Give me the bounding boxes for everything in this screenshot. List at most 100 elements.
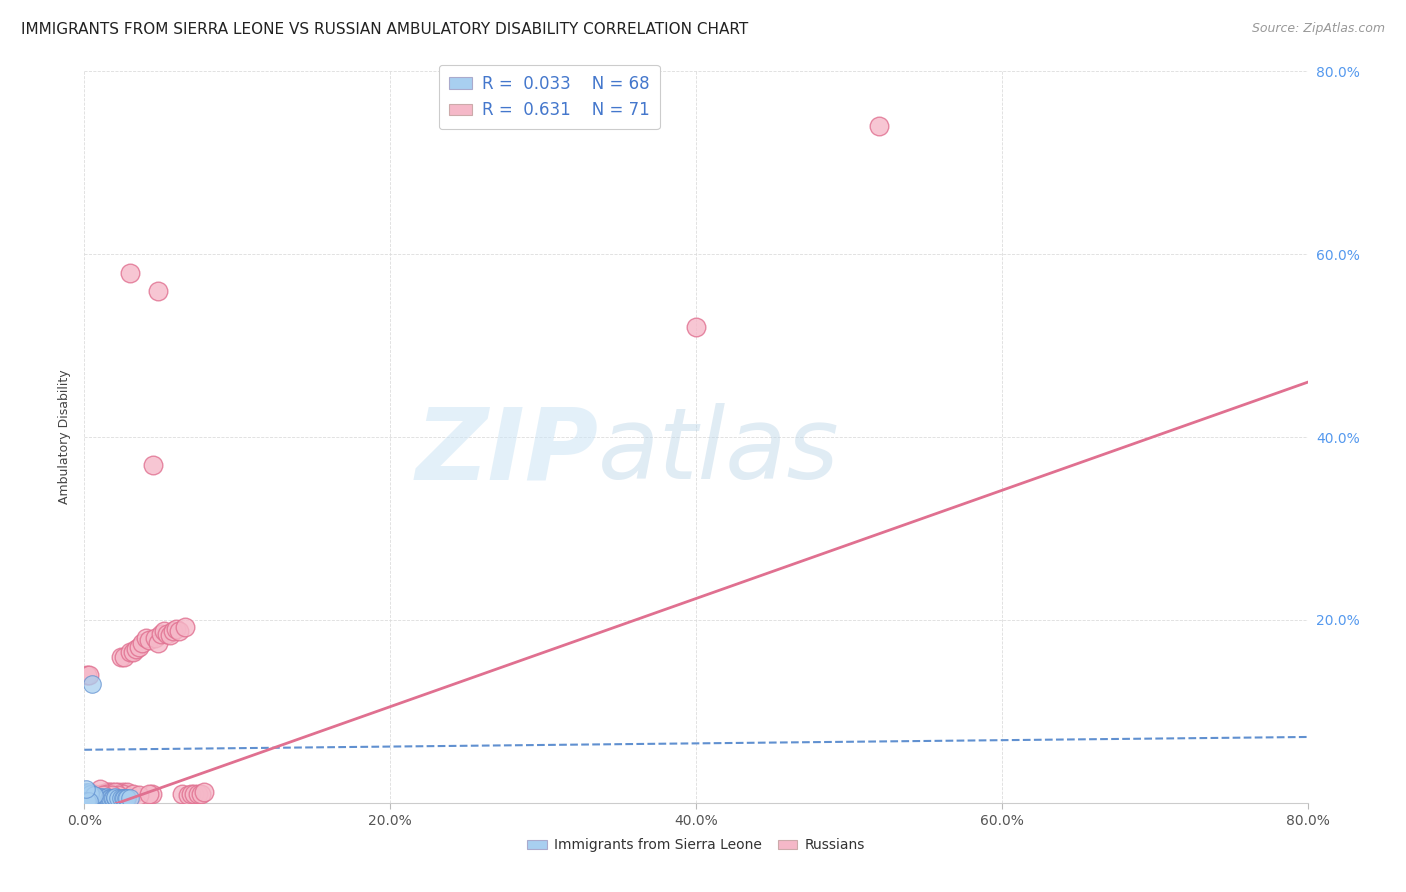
Point <box>96 791 118 805</box>
Point <box>128 789 150 803</box>
Point <box>89 791 111 805</box>
Point <box>83 791 105 805</box>
Point <box>177 789 200 803</box>
Point <box>75 790 97 805</box>
Point <box>125 642 148 657</box>
Point <box>146 636 169 650</box>
Point <box>115 785 138 799</box>
Point <box>75 785 97 799</box>
Point <box>79 789 101 803</box>
Point <box>76 793 98 807</box>
Point <box>112 791 135 805</box>
Text: ZIP: ZIP <box>415 403 598 500</box>
Point <box>180 787 202 801</box>
Point <box>143 632 166 646</box>
Point <box>98 791 121 805</box>
Point <box>104 787 127 801</box>
Point <box>141 787 163 801</box>
Point <box>80 792 103 806</box>
Point <box>94 787 117 801</box>
Point <box>869 120 891 134</box>
Point <box>96 787 118 801</box>
Point <box>103 791 125 805</box>
Point <box>79 791 101 805</box>
Point <box>138 787 160 801</box>
Point <box>77 794 100 808</box>
Point <box>93 791 115 805</box>
Point <box>84 790 107 805</box>
Point <box>75 794 97 808</box>
Point <box>97 791 120 805</box>
Point <box>84 791 107 805</box>
Point <box>122 787 145 801</box>
Point <box>186 787 208 801</box>
Point <box>122 645 145 659</box>
Point <box>120 266 142 280</box>
Point <box>153 624 176 638</box>
Point <box>77 789 100 804</box>
Point <box>108 787 131 801</box>
Legend: Immigrants from Sierra Leone, Russians: Immigrants from Sierra Leone, Russians <box>522 833 870 858</box>
Point <box>142 458 165 472</box>
Point <box>93 789 115 803</box>
Point <box>111 785 134 799</box>
Point <box>193 785 215 799</box>
Point <box>146 284 169 298</box>
Point <box>77 789 100 803</box>
Point <box>107 791 129 805</box>
Point <box>101 785 124 799</box>
Point <box>104 790 127 805</box>
Point <box>89 789 111 803</box>
Point <box>77 667 100 681</box>
Point <box>80 677 103 691</box>
Point <box>90 787 112 801</box>
Point <box>104 785 127 799</box>
Point <box>107 789 129 803</box>
Point <box>76 792 98 806</box>
Point <box>83 790 105 805</box>
Point <box>89 792 111 806</box>
Point <box>97 785 120 799</box>
Point <box>89 782 111 797</box>
Point <box>174 620 197 634</box>
Point <box>91 789 114 803</box>
Point <box>83 787 105 801</box>
Point <box>76 791 98 805</box>
Point <box>83 792 105 806</box>
Point <box>90 791 112 805</box>
Point <box>75 787 97 801</box>
Point <box>80 791 103 805</box>
Point <box>162 624 184 638</box>
Point <box>79 789 101 804</box>
Point <box>80 790 103 805</box>
Point <box>110 791 132 805</box>
Point <box>105 787 128 801</box>
Point <box>98 787 121 801</box>
Point <box>111 787 134 801</box>
Point <box>112 649 135 664</box>
Text: atlas: atlas <box>598 403 839 500</box>
Point <box>165 622 187 636</box>
Point <box>91 790 114 805</box>
Point <box>75 793 97 807</box>
Point <box>91 791 114 805</box>
Point <box>83 789 105 803</box>
Point <box>76 667 98 681</box>
Point <box>77 791 100 805</box>
Point <box>94 791 117 805</box>
Point <box>86 790 108 805</box>
Point <box>77 792 100 806</box>
Point <box>138 633 160 648</box>
Point <box>156 626 179 640</box>
Point <box>149 626 172 640</box>
Point <box>86 790 108 805</box>
Point <box>87 791 110 805</box>
Point <box>103 788 125 802</box>
Point <box>167 624 190 638</box>
Point <box>80 789 103 803</box>
Text: IMMIGRANTS FROM SIERRA LEONE VS RUSSIAN AMBULATORY DISABILITY CORRELATION CHART: IMMIGRANTS FROM SIERRA LEONE VS RUSSIAN … <box>21 22 748 37</box>
Point <box>86 789 108 803</box>
Point <box>190 787 212 801</box>
Point <box>114 791 136 805</box>
Point <box>75 791 97 805</box>
